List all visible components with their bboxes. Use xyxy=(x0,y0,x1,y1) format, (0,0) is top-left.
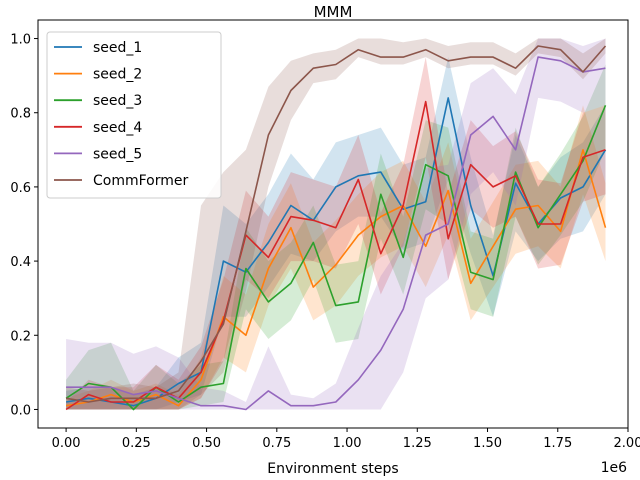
x-tick-label: 2.00 xyxy=(614,436,640,451)
legend-label-commformer: CommFormer xyxy=(93,173,188,189)
band-seed_1 xyxy=(66,57,606,410)
x-offset-label: 1e6 xyxy=(601,460,628,476)
band-seed_5 xyxy=(66,38,606,410)
y-tick-label: 0.8 xyxy=(10,107,31,122)
x-tick-label: 1.00 xyxy=(333,436,362,451)
x-axis-label: Environment steps xyxy=(267,461,398,477)
x-tick-label: 0.50 xyxy=(192,436,221,451)
x-tick-label: 1.75 xyxy=(543,436,572,451)
x-tick-label: 0.75 xyxy=(262,436,291,451)
legend-label-seed_3: seed_3 xyxy=(93,93,142,109)
y-axis: 0.0 0.2 0.4 0.6 0.8 1.0 xyxy=(10,33,38,418)
legend-label-seed_2: seed_2 xyxy=(93,67,142,83)
line-seed_2 xyxy=(65,149,607,407)
line-seed_4 xyxy=(65,100,606,411)
band-seed_3 xyxy=(66,64,606,410)
line-commformer xyxy=(65,45,607,403)
y-tick-label: 0.0 xyxy=(10,403,31,418)
chart-title: MMM xyxy=(314,3,353,21)
legend-box xyxy=(46,31,222,199)
legend-label-seed_4: seed_4 xyxy=(93,120,142,136)
y-tick-label: 1.0 xyxy=(10,33,31,48)
y-tick-label: 0.4 xyxy=(10,255,31,270)
x-tick-label: 0.00 xyxy=(52,436,81,451)
legend-label-seed_5: seed_5 xyxy=(93,146,142,162)
x-tick-label: 1.25 xyxy=(403,436,432,451)
legend-label-seed_1: seed_1 xyxy=(93,40,142,56)
x-axis: 0.00 0.25 0.50 0.75 1.00 1.25 1.50 1.75 2.00 xyxy=(52,428,640,451)
legend: seed_1 seed_2 seed_3 seed_4 seed_5 CommFormer xyxy=(46,31,222,199)
series-lines xyxy=(65,45,607,411)
band-seed_4 xyxy=(66,57,606,410)
band-commformer xyxy=(66,38,606,410)
confidence-bands xyxy=(66,38,606,410)
x-tick-label: 0.25 xyxy=(122,436,151,451)
line-seed_5 xyxy=(66,56,606,411)
x-tick-label: 1.50 xyxy=(473,436,502,451)
y-tick-label: 0.2 xyxy=(10,329,31,344)
band-seed_2 xyxy=(66,105,606,410)
y-tick-label: 0.6 xyxy=(10,181,31,196)
plot-frame xyxy=(37,19,629,429)
